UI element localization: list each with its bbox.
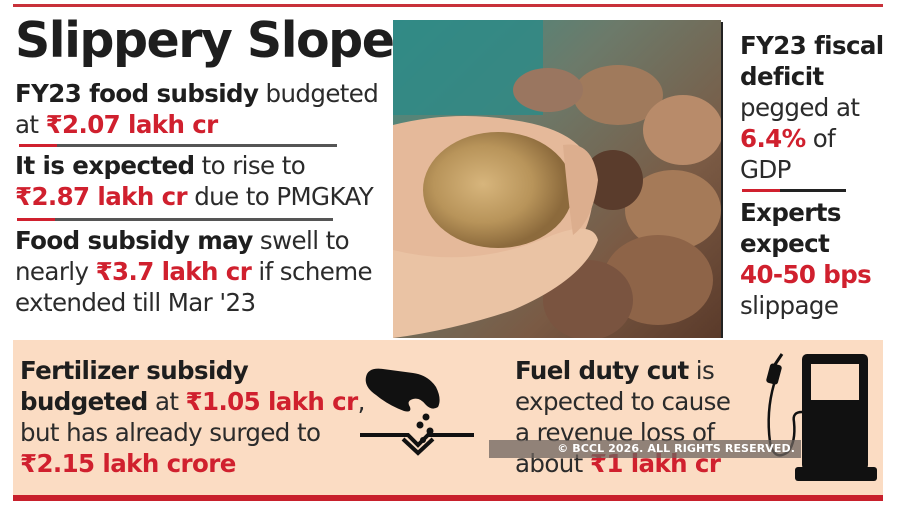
food-subsidy-bold: FY23 food subsidy: [15, 79, 259, 108]
fuel-bold: Fuel duty cut: [515, 356, 689, 385]
top-rule: [13, 4, 883, 7]
fiscal-deficit-line4: 6.4% of: [740, 123, 836, 154]
experts-bold-2: expect: [740, 229, 830, 258]
fertilizer-at: at: [147, 387, 186, 416]
fertilizer-line2: budgeted at ₹1.05 lakh cr,: [20, 386, 365, 417]
fertilizer-comma: ,: [357, 387, 366, 416]
swell-bold: Food subsidy may: [15, 226, 253, 255]
fiscal-deficit-line2: deficit: [740, 61, 824, 92]
experts-line4: slippage: [740, 290, 839, 321]
fuel-line1: Fuel duty cut is: [515, 355, 715, 386]
fertilizer-line3: but has already surged to: [20, 417, 321, 448]
swell-line2: nearly ₹3.7 lakh cr if scheme: [15, 256, 373, 287]
divider: [19, 144, 337, 147]
fiscal-deficit-bold-2: deficit: [740, 62, 824, 91]
expected-rise-bold: It is expected: [15, 151, 195, 180]
experts-slippage: slippage: [740, 291, 839, 320]
experts-line2: expect: [740, 228, 830, 259]
food-subsidy-text: budgeted: [258, 79, 379, 108]
expected-rise-reason: due to PMGKAY: [187, 182, 374, 211]
expected-rise-text: to rise to: [194, 151, 306, 180]
experts-line3: 40-50 bps: [740, 259, 872, 290]
copyright-watermark: © BCCL 2026. ALL RIGHTS RESERVED.: [489, 440, 801, 458]
bottom-info-band: [13, 340, 883, 496]
fuel-is: is: [688, 356, 715, 385]
fertilizer-bold-1: Fertilizer subsidy: [20, 356, 249, 385]
food-subsidy-budget-line1: FY23 food subsidy budgeted: [15, 78, 379, 109]
swell-text: swell to: [252, 226, 350, 255]
divider: [17, 218, 333, 221]
fiscal-deficit-line3: pegged at: [740, 92, 860, 123]
swell-nearly: nearly: [15, 257, 96, 286]
expected-rise-line1: It is expected to rise to: [15, 150, 306, 181]
bottom-rule: [13, 495, 883, 501]
swell-amount: ₹3.7 lakh cr: [95, 257, 252, 286]
experts-line1: Experts: [740, 197, 841, 228]
experts-value: 40-50 bps: [740, 260, 872, 289]
food-subsidy-at: at: [15, 110, 46, 139]
fuel-pump-icon: [760, 352, 880, 487]
swell-condition: if scheme: [251, 257, 372, 286]
fuel-expected: expected to cause: [515, 387, 731, 416]
food-subsidy-budget-line2: at ₹2.07 lakh cr: [15, 109, 218, 140]
wheat-hands-illustration: [393, 20, 721, 338]
hand-sowing-seeds-icon: [358, 365, 478, 465]
fertilizer-surged: but has already surged to: [20, 418, 321, 447]
experts-bold-1: Experts: [740, 198, 841, 227]
wheat-hands-photo: [393, 20, 721, 338]
fiscal-deficit-bold-1: FY23 fiscal: [740, 31, 884, 60]
fuel-line2: expected to cause: [515, 386, 731, 417]
fertilizer-surged-amount: ₹2.15 lakh crore: [20, 449, 236, 478]
swell-extension: extended till Mar '23: [15, 288, 256, 317]
fiscal-deficit-pegged: pegged at: [740, 93, 860, 122]
fertilizer-bold-2: budgeted: [20, 387, 148, 416]
fertilizer-line4: ₹2.15 lakh crore: [20, 448, 236, 479]
food-subsidy-amount: ₹2.07 lakh cr: [45, 110, 219, 139]
swell-line1: Food subsidy may swell to: [15, 225, 350, 256]
fiscal-deficit-value: 6.4%: [740, 124, 806, 153]
expected-rise-amount: ₹2.87 lakh cr: [15, 182, 188, 211]
page-title: Slippery Slope: [15, 12, 395, 69]
divider: [742, 189, 846, 192]
expected-rise-line2: ₹2.87 lakh cr due to PMGKAY: [15, 181, 374, 212]
photo-edge-border: [721, 22, 723, 338]
fertilizer-budget-amount: ₹1.05 lakh cr: [185, 387, 359, 416]
fiscal-deficit-line1: FY23 fiscal: [740, 30, 884, 61]
fertilizer-line1: Fertilizer subsidy: [20, 355, 249, 386]
fiscal-deficit-of: of: [805, 124, 836, 153]
fiscal-deficit-line5: GDP: [740, 154, 791, 185]
fiscal-deficit-gdp: GDP: [740, 155, 791, 184]
swell-line3: extended till Mar '23: [15, 287, 256, 318]
